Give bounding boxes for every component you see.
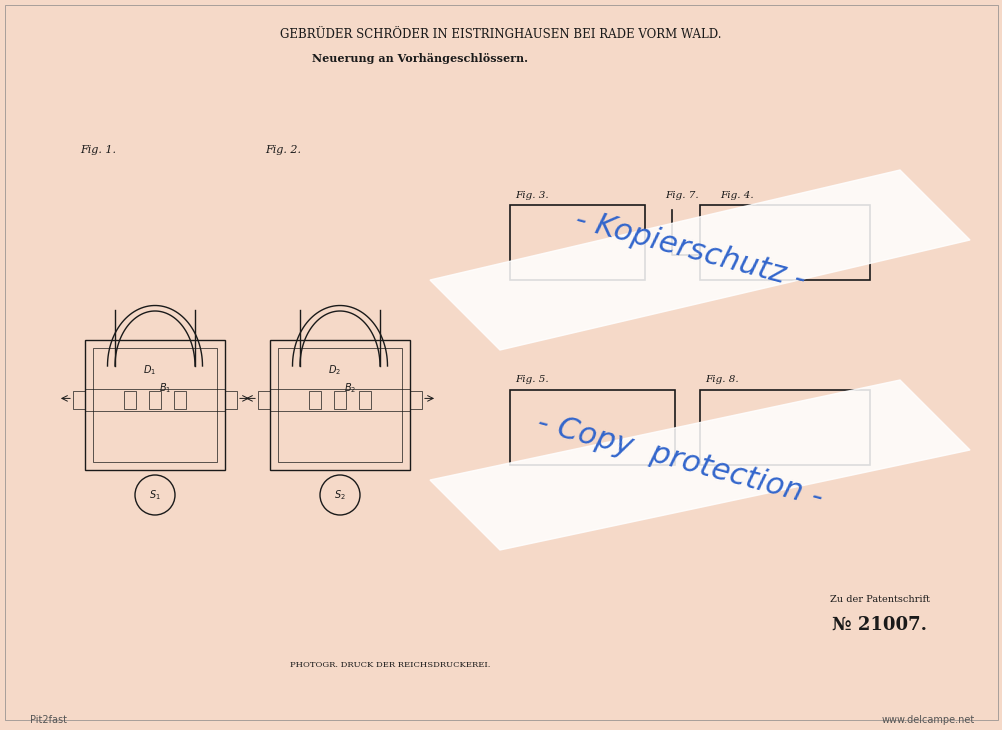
Text: www.delcampe.net: www.delcampe.net	[881, 715, 974, 725]
Text: Fig. 8.: Fig. 8.	[704, 375, 737, 385]
Bar	[73, 391, 85, 410]
Text: $D_2$: $D_2$	[328, 363, 342, 377]
Polygon shape	[430, 380, 969, 550]
Bar	[270, 340, 410, 470]
Bar	[309, 391, 321, 410]
Bar	[149, 391, 161, 410]
Polygon shape	[430, 170, 969, 350]
Text: - Kopierschutz -: - Kopierschutz -	[571, 205, 808, 295]
Bar	[509, 390, 674, 465]
Text: $S_1$: $S_1$	[149, 488, 160, 502]
Text: Fig. 1.: Fig. 1.	[80, 145, 116, 155]
Bar	[258, 391, 270, 410]
Text: Fig. 7.: Fig. 7.	[664, 191, 698, 199]
Text: $B_1$: $B_1$	[158, 381, 171, 395]
Bar	[93, 348, 216, 462]
Bar	[334, 391, 346, 410]
Bar	[278, 348, 402, 462]
Text: Zu der Patentschrift: Zu der Patentschrift	[830, 596, 929, 604]
Bar	[123, 391, 135, 410]
Bar	[174, 391, 186, 410]
Text: GEBRÜDER SCHRÖDER IN EISTRINGHAUSEN BEI RADE VORM WALD.: GEBRÜDER SCHRÖDER IN EISTRINGHAUSEN BEI …	[280, 28, 721, 42]
Bar	[699, 390, 869, 465]
Bar	[410, 391, 422, 410]
Text: Fig. 5.: Fig. 5.	[514, 375, 548, 385]
Bar	[359, 391, 371, 410]
Bar	[509, 205, 644, 280]
Text: Fig. 3.: Fig. 3.	[514, 191, 548, 199]
Text: PHOTOGR. DRUCK DER REICHSDRUCKEREI.: PHOTOGR. DRUCK DER REICHSDRUCKEREI.	[290, 661, 490, 669]
Bar	[699, 205, 869, 280]
Text: № 21007.: № 21007.	[832, 616, 927, 634]
Bar	[85, 340, 224, 470]
Text: - Copy  protection -: - Copy protection -	[533, 408, 826, 512]
Text: $S_2$: $S_2$	[334, 488, 346, 502]
Text: $B_2$: $B_2$	[344, 381, 356, 395]
Text: Pit2fast: Pit2fast	[30, 715, 67, 725]
Text: $D_1$: $D_1$	[143, 363, 156, 377]
Text: Fig. 2.: Fig. 2.	[265, 145, 301, 155]
Text: Fig. 4.: Fig. 4.	[719, 191, 753, 199]
Bar	[224, 391, 236, 410]
Text: Neuerung an Vorhängeschlössern.: Neuerung an Vorhängeschlössern.	[312, 53, 527, 64]
